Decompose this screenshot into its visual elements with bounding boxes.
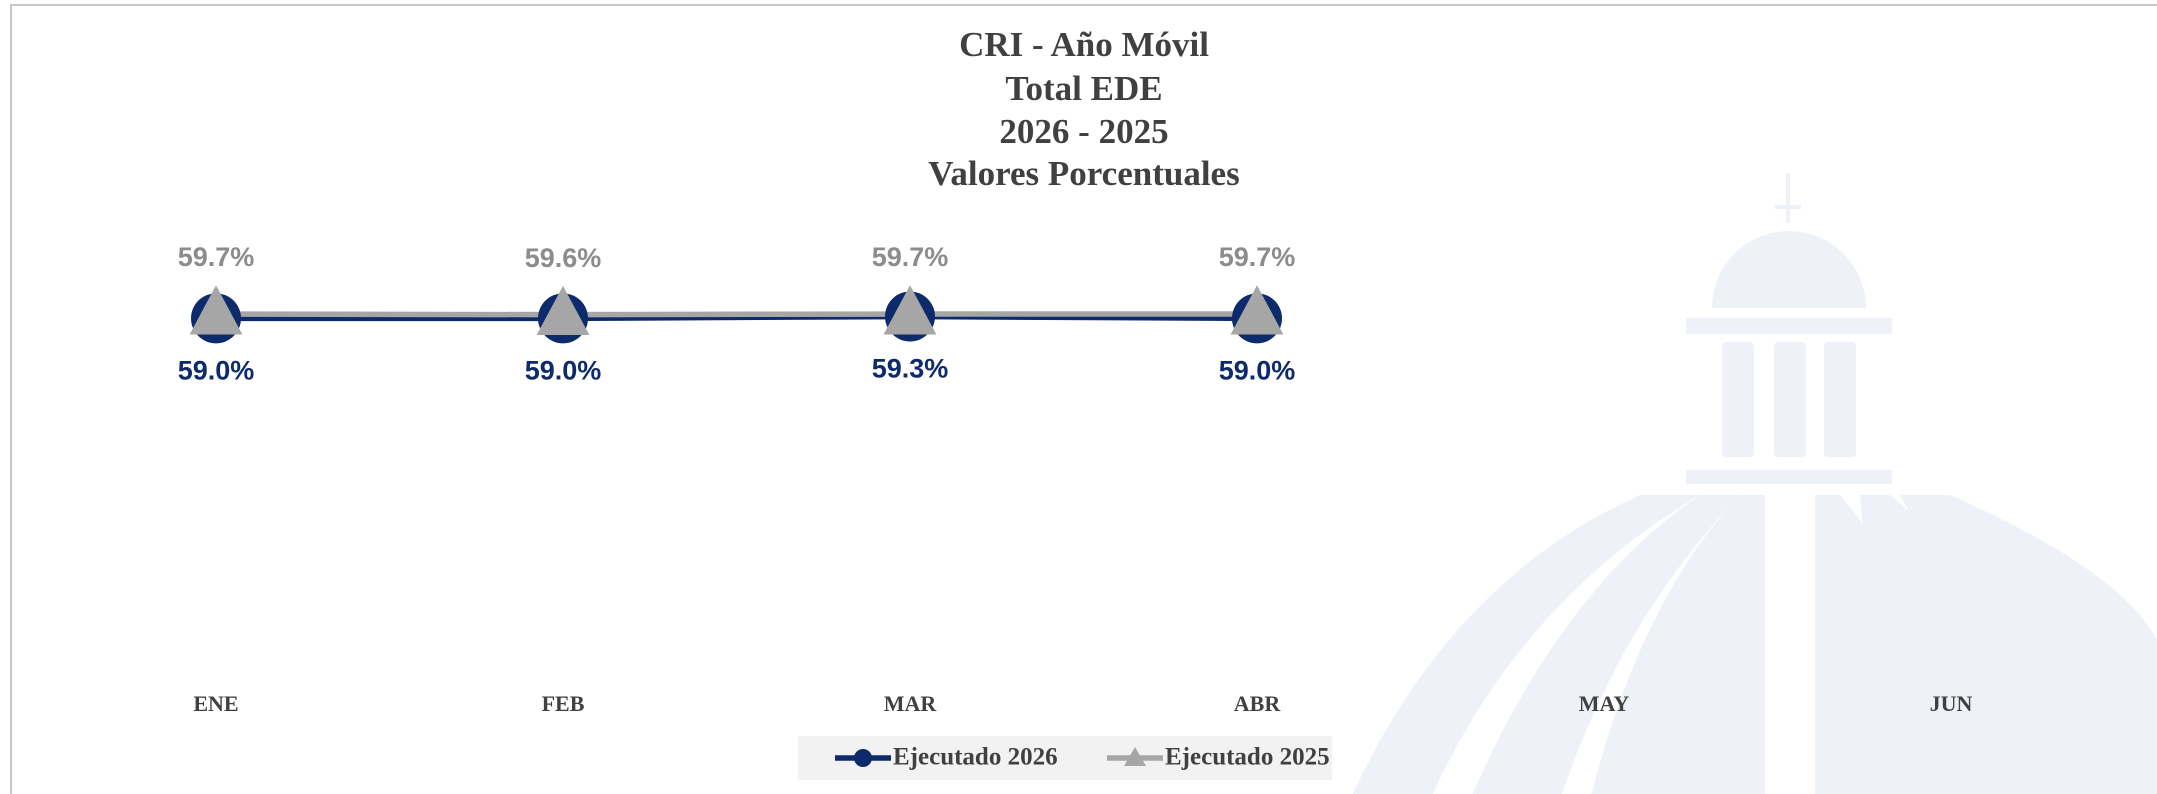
chart-title: CRI - Año Móvil — [959, 25, 1209, 64]
chart: CRI - Año Móvil Total EDE 2026 - 2025 Va… — [0, 0, 2157, 794]
data-label: 59.0% — [1219, 355, 1296, 385]
data-label: 59.7% — [1219, 242, 1296, 272]
x-tick-label: MAR — [884, 691, 938, 716]
x-tick-label: MAY — [1579, 691, 1630, 716]
x-tick-label: ENE — [193, 691, 238, 716]
x-tick-label: JUN — [1930, 691, 1973, 716]
legend-label: Ejecutado 2026 — [893, 744, 1058, 771]
legend-label: Ejecutado 2025 — [1165, 744, 1330, 771]
data-label: 59.0% — [178, 355, 255, 385]
chart-subtitle: Valores Porcentuales — [928, 154, 1239, 193]
x-tick-label: FEB — [542, 691, 585, 716]
data-label: 59.6% — [525, 243, 602, 273]
chart-subtitle: Total EDE — [1005, 69, 1162, 108]
data-label: 59.3% — [872, 354, 949, 384]
x-tick-label: ABR — [1234, 691, 1282, 716]
data-label: 59.0% — [525, 355, 602, 385]
data-label: 59.7% — [178, 242, 255, 272]
series-line — [216, 314, 1257, 315]
chart-subtitle: 2026 - 2025 — [999, 112, 1168, 151]
page: {"chart_data": {"type": "line", "title":… — [0, 0, 2157, 794]
legend-marker — [854, 749, 872, 767]
data-label: 59.7% — [872, 242, 949, 272]
